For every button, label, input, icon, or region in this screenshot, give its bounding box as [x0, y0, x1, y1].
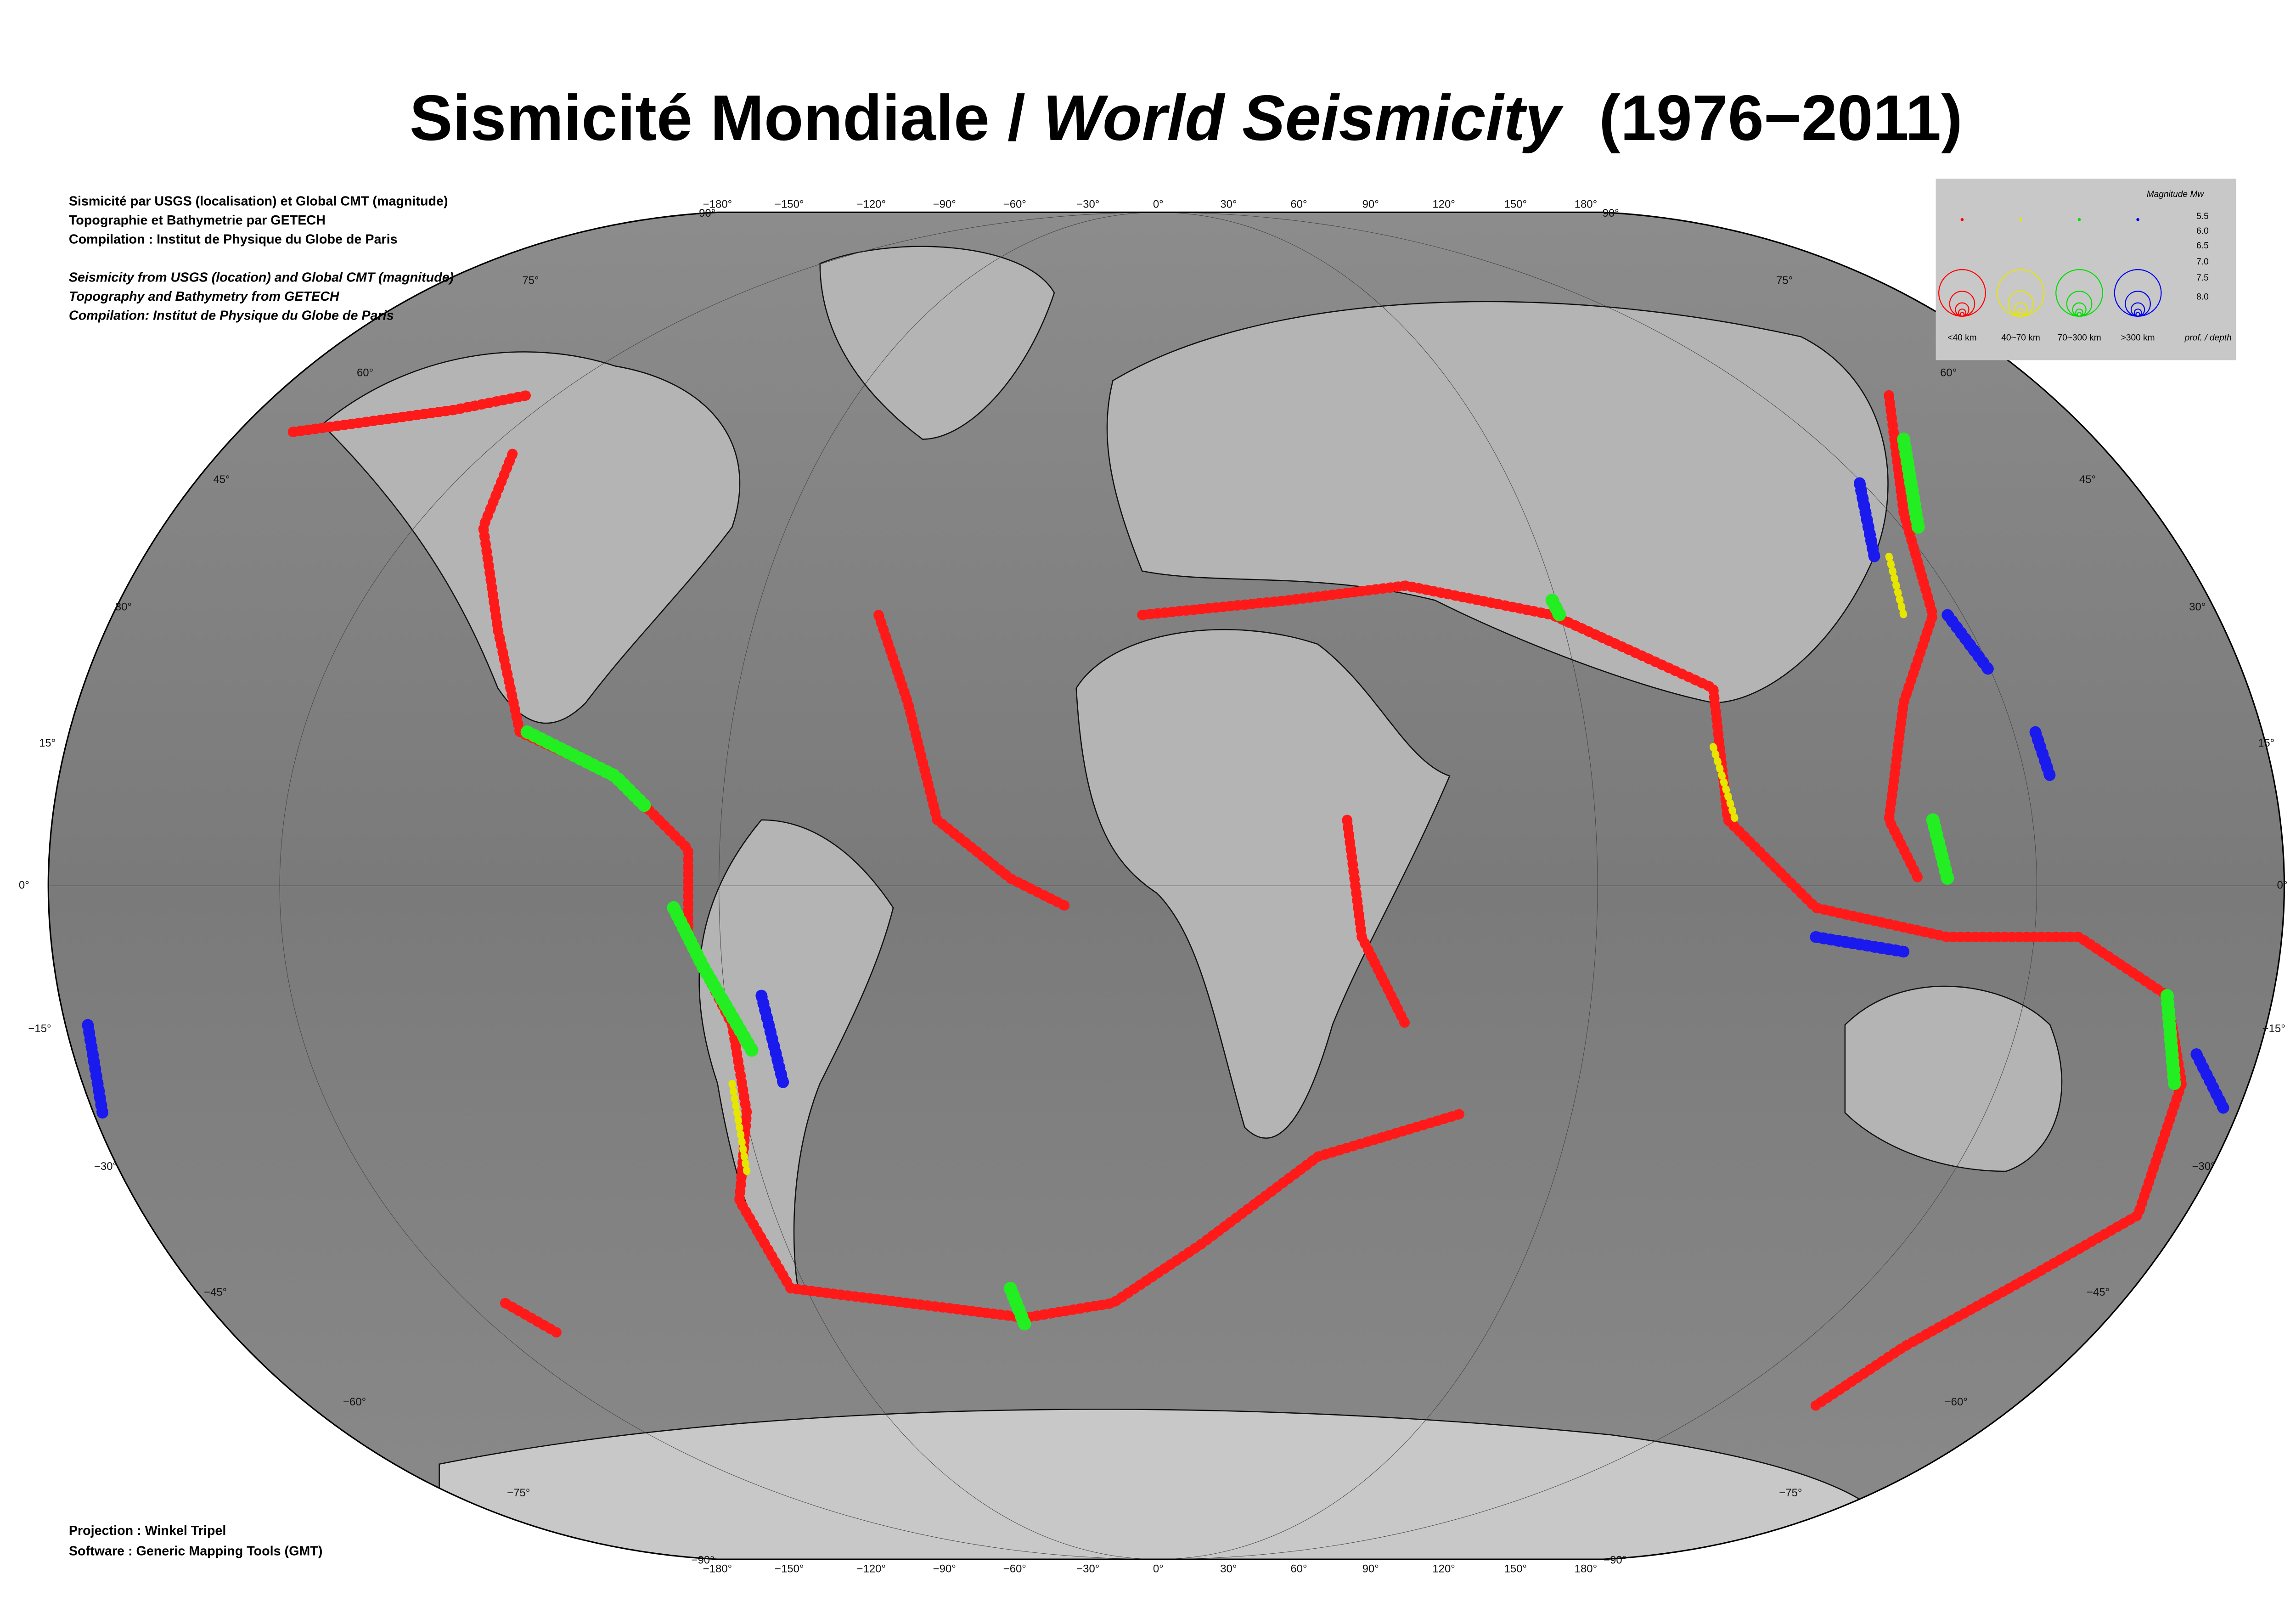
lon-label: 180° [1575, 198, 1597, 211]
lat-label: −60° [1945, 1396, 1968, 1408]
magnitude-symbol [1938, 269, 1986, 317]
legend-box [1936, 179, 2236, 360]
title-en: World Seismicity [1043, 82, 1564, 154]
magnitude-symbol [1960, 218, 1964, 221]
credits: Sismicité par USGS (localisation) et Glo… [69, 194, 454, 1559]
lat-label: 45° [2079, 473, 2096, 486]
lon-label: −120° [857, 1563, 886, 1575]
continents [321, 246, 2063, 1560]
depth-class-label: <40 km [1947, 333, 1976, 343]
footer-line: Software : Generic Mapping Tools (GMT) [69, 1544, 323, 1559]
lat-label: 45° [213, 473, 230, 486]
pole-label: −90° [1604, 1554, 1626, 1567]
graticule [48, 212, 2285, 1560]
depth-class-label: 70~300 km [2057, 333, 2101, 343]
lat-label: −15° [28, 1023, 51, 1035]
lon-label: −90° [933, 1563, 956, 1575]
lon-label: 120° [1432, 1563, 1455, 1575]
map-frame [47, 211, 2285, 1560]
credit-line: Topographie et Bathymetrie par GETECH [69, 213, 326, 228]
depth-class-label: >300 km [2121, 333, 2155, 343]
magnitude-symbol [2019, 218, 2022, 221]
lon-label: −60° [1003, 1563, 1026, 1575]
lon-label: −150° [775, 1563, 804, 1575]
magnitude-symbol [2136, 218, 2139, 221]
magnitude-label: 6.0 [2196, 226, 2209, 236]
magnitude-label: 6.5 [2196, 241, 2209, 251]
lat-label: 75° [1776, 275, 1793, 287]
footer-line: Projection : Winkel Tripel [69, 1523, 226, 1538]
depth-class-label: 40~70 km [2001, 333, 2040, 343]
lon-label: 180° [1575, 1563, 1597, 1575]
lat-label: 15° [2258, 737, 2274, 749]
lon-label: −60° [1003, 198, 1026, 211]
lon-label: 0° [1153, 198, 1164, 211]
pole-label: −90° [692, 1554, 715, 1567]
lat-label: 75° [522, 275, 539, 287]
magnitude-symbol [2077, 218, 2081, 221]
pole-label: 90° [699, 207, 715, 219]
graticule-labels: 90° 90° −90° −90° −180° −180° −150° −150° −1… [19, 198, 2287, 1575]
lon-label: 150° [1504, 1563, 1527, 1575]
map-body [48, 212, 2285, 1560]
lat-label: −45° [2087, 1286, 2110, 1298]
magnitude-label: 7.0 [2196, 257, 2209, 267]
lon-label: 0° [1153, 1563, 1164, 1575]
lon-label: 150° [1504, 198, 1527, 211]
lat-label: 30° [2189, 601, 2206, 613]
lat-label: −45° [204, 1286, 227, 1298]
lon-label: 90° [1362, 198, 1379, 211]
legend: Magnitude Mw prof. / depth 5.5 6.0 6.5 7.0 7… [1936, 179, 2236, 360]
lat-label: −75° [507, 1487, 530, 1499]
title-period: (1976−2011) [1599, 82, 1963, 154]
magnitude-symbol [1997, 269, 2045, 317]
lon-label: 90° [1362, 1563, 1379, 1575]
magnitude-symbol [2114, 269, 2162, 317]
lat-label: 30° [115, 601, 132, 613]
magnitude-label: 7.5 [2196, 273, 2209, 283]
lat-label: 60° [1940, 366, 1957, 379]
lon-label: −150° [775, 198, 804, 211]
credit-line: Sismicité par USGS (localisation) et Glo… [69, 194, 448, 209]
lat-label: −30° [94, 1160, 117, 1173]
lon-label: 120° [1432, 198, 1455, 211]
legend-depth-label: prof. / depth [2184, 333, 2232, 343]
pole-label: 90° [1603, 207, 1619, 219]
lat-label: −75° [1779, 1487, 1802, 1499]
lon-label: −90° [933, 198, 956, 211]
credit-line: Topography and Bathymetry from GETECH [69, 289, 340, 304]
seismic-belts [82, 390, 2232, 1411]
lat-label: 15° [39, 737, 56, 749]
lon-label: 30° [1220, 198, 1237, 211]
lat-label: −60° [343, 1396, 366, 1408]
map-title: Sismicité Mondiale / World Seismicity (197… [410, 82, 1963, 154]
credit-line: Compilation : Institut de Physique du Gl… [69, 232, 398, 247]
lon-label: −30° [1076, 1563, 1099, 1575]
lon-label: −180° [703, 1563, 732, 1575]
lon-label: 30° [1220, 1563, 1237, 1575]
lon-label: −180° [703, 198, 732, 211]
magnitude-label: 8.0 [2196, 292, 2209, 302]
legend-title: Magnitude Mw [2147, 190, 2205, 199]
lon-label: 60° [1290, 198, 1307, 211]
lat-label: −15° [2262, 1023, 2285, 1035]
magnitude-symbol [2055, 269, 2103, 317]
lat-label: 60° [357, 366, 373, 379]
lat-label: −30° [2192, 1160, 2215, 1173]
lon-label: −30° [1076, 198, 1099, 211]
credit-line: Seismicity from USGS (location) and Glob… [69, 270, 454, 285]
title-fr: Sismicité Mondiale / [410, 82, 1025, 154]
magnitude-label: 5.5 [2196, 212, 2209, 221]
credit-line: Compilation: Institut de Physique du Glo… [69, 308, 394, 323]
lat-label: 0° [2277, 879, 2288, 892]
lon-label: 60° [1290, 1563, 1307, 1575]
lon-label: −120° [857, 198, 886, 211]
lat-label: 0° [19, 879, 29, 892]
